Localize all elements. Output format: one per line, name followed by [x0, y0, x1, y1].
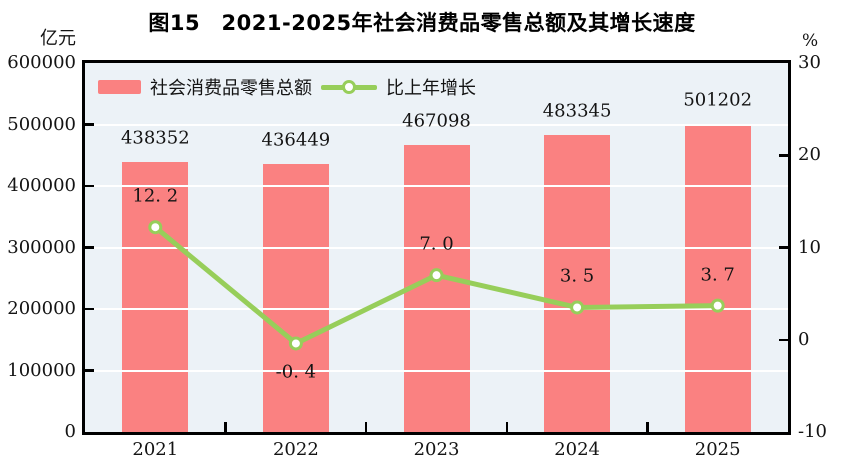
left-axis-tick-label-600000: 600000	[7, 52, 76, 73]
legend-bar-label: 社会消费品零售总额	[150, 78, 312, 99]
bar-2024	[544, 134, 611, 432]
right-axis-tick-label-0: 0	[798, 328, 810, 350]
x-axis-label-2022: 2022	[272, 439, 319, 460]
bar-value-label-2023: 467098	[402, 110, 471, 132]
legend-line-marker-icon	[342, 80, 356, 94]
growth-marker-2024	[570, 300, 585, 315]
x-tick-2	[364, 422, 368, 432]
legend: 社会消费品零售总额 比上年增长	[98, 76, 476, 99]
x-axis-label-2021: 2021	[132, 439, 179, 460]
legend-line-swatch-icon	[321, 78, 377, 96]
growth-marker-2022	[288, 336, 303, 351]
left-tick-200000	[85, 307, 94, 311]
gridline-500000	[85, 123, 788, 126]
bar-value-label-2021: 438352	[120, 127, 190, 149]
growth-value-label-2024: 3. 5	[559, 265, 595, 287]
gridline-300000	[85, 246, 788, 249]
right-axis-tick-label-30: 30	[798, 52, 821, 73]
left-axis-tick-label-100000: 100000	[7, 359, 76, 381]
growth-marker-2023	[429, 268, 444, 283]
right-axis-tick-label-10: 10	[798, 236, 821, 258]
left-axis-tick-label-200000: 200000	[7, 298, 76, 319]
right-axis-tick-label--10: -10	[798, 421, 827, 442]
bar-2022	[262, 163, 329, 432]
left-axis-tick-label-400000: 400000	[7, 175, 76, 196]
x-tick-1	[224, 422, 227, 432]
x-axis-label-2025: 2025	[694, 439, 741, 460]
growth-marker-2025	[710, 298, 725, 313]
left-axis-tick-label-500000: 500000	[7, 113, 76, 135]
gridline-400000	[85, 185, 788, 187]
x-axis-label-2023: 2023	[413, 439, 460, 460]
x-tick-4	[646, 422, 649, 432]
plot-area: 社会消费品零售总额 比上年增长 438352 436449 467098 483345…	[85, 63, 788, 432]
left-axis-tick-label-0: 0	[64, 421, 76, 442]
growth-value-label-2025: 3. 7	[700, 264, 735, 286]
legend-bar-swatch-icon	[98, 80, 141, 94]
growth-value-label-2022: -0. 4	[275, 361, 317, 383]
gridline-200000	[85, 308, 788, 310]
growth-value-label-2021: 12. 2	[132, 185, 179, 207]
gridline-100000	[85, 369, 788, 372]
x-axis-label-2024: 2024	[554, 439, 600, 460]
growth-marker-2021	[148, 220, 163, 235]
bar-value-label-2025: 501202	[683, 89, 753, 111]
bar-2021	[122, 162, 189, 432]
right-tick-0	[779, 338, 788, 341]
x-tick-3	[505, 422, 509, 432]
right-axis-tick-label-20: 20	[798, 144, 821, 166]
left-axis-tick-label-300000: 300000	[7, 236, 76, 258]
chart-title: 图15 2021-2025年社会消费品零售总额及其增长速度	[148, 11, 696, 35]
bar-2025	[684, 123, 751, 432]
bar-value-label-2022: 436449	[261, 129, 331, 151]
right-axis-unit-label: %	[802, 31, 819, 51]
legend-line-label: 比上年增长	[386, 78, 476, 99]
growth-line-svg	[148, 220, 725, 351]
left-tick-400000	[85, 184, 94, 188]
right-tick-10	[779, 246, 788, 249]
right-tick-20	[779, 154, 788, 157]
left-tick-500000	[85, 123, 94, 126]
growth-value-label-2023: 7. 0	[419, 233, 454, 255]
left-tick-100000	[85, 369, 94, 372]
left-tick-300000	[85, 246, 94, 249]
left-axis-unit-label: 亿元	[40, 28, 76, 49]
bar-value-label-2024: 483345	[542, 100, 612, 122]
